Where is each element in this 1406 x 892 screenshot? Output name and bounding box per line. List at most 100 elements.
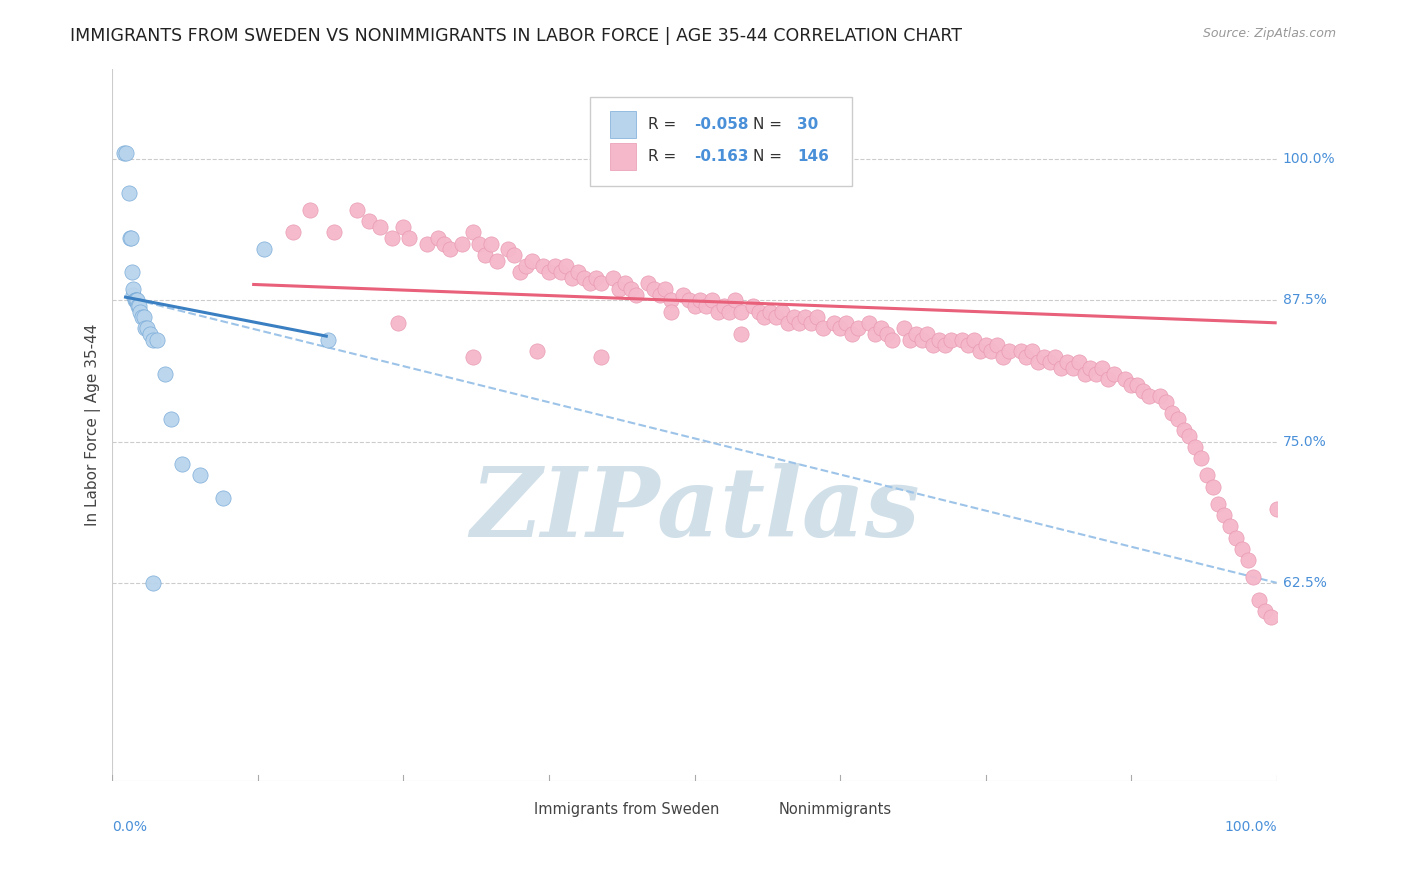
Point xyxy=(381,231,404,245)
Point xyxy=(806,310,828,325)
Point xyxy=(1080,361,1102,376)
Text: Nonimmigrants: Nonimmigrants xyxy=(779,802,891,817)
Point xyxy=(1173,423,1195,437)
Point xyxy=(1062,361,1084,376)
Point xyxy=(602,270,624,285)
Text: 87.5%: 87.5% xyxy=(1282,293,1326,307)
Point xyxy=(1091,361,1114,376)
Point xyxy=(212,491,235,505)
Point xyxy=(893,321,915,335)
FancyBboxPatch shape xyxy=(502,803,529,817)
Point xyxy=(368,219,391,234)
Point xyxy=(1021,344,1043,359)
Point xyxy=(253,243,276,257)
Point xyxy=(591,277,613,291)
Point xyxy=(1102,367,1125,381)
Point xyxy=(1085,367,1108,381)
Point xyxy=(1045,350,1067,364)
Point xyxy=(846,321,869,335)
Point xyxy=(1039,355,1062,369)
Point xyxy=(934,338,956,352)
Text: 0.0%: 0.0% xyxy=(112,820,148,834)
Point xyxy=(125,293,148,308)
Point xyxy=(127,299,149,313)
Point xyxy=(718,304,741,318)
Point xyxy=(322,226,344,240)
Point xyxy=(544,260,567,274)
Point xyxy=(1184,440,1206,454)
Point xyxy=(115,146,138,161)
Point xyxy=(776,316,799,330)
Point xyxy=(346,202,368,217)
Point xyxy=(1208,497,1230,511)
Point xyxy=(132,310,155,325)
Point xyxy=(463,226,485,240)
Point xyxy=(963,333,986,347)
Point xyxy=(142,575,165,590)
Point xyxy=(387,316,409,330)
Point xyxy=(526,344,548,359)
Point xyxy=(724,293,747,308)
Point xyxy=(188,468,211,483)
Point xyxy=(416,236,439,251)
Point xyxy=(626,287,648,301)
Point xyxy=(515,260,537,274)
Point xyxy=(1201,480,1223,494)
Point xyxy=(957,338,980,352)
Point xyxy=(800,316,823,330)
Text: N =: N = xyxy=(752,149,786,163)
Point xyxy=(125,293,148,308)
Point xyxy=(1219,519,1241,533)
Text: IMMIGRANTS FROM SWEDEN VS NONIMMIGRANTS IN LABOR FORCE | AGE 35-44 CORRELATION C: IMMIGRANTS FROM SWEDEN VS NONIMMIGRANTS … xyxy=(70,27,962,45)
Point xyxy=(928,333,950,347)
Point xyxy=(969,344,991,359)
Point xyxy=(1213,508,1236,522)
Text: R =: R = xyxy=(648,117,681,131)
Point xyxy=(858,316,880,330)
Point xyxy=(1137,389,1160,403)
Point xyxy=(1167,412,1189,426)
Point xyxy=(782,310,804,325)
Point xyxy=(730,304,752,318)
FancyBboxPatch shape xyxy=(610,143,637,169)
Text: 100.0%: 100.0% xyxy=(1225,820,1277,834)
Text: 62.5%: 62.5% xyxy=(1282,576,1326,590)
Point xyxy=(898,333,921,347)
Point xyxy=(555,260,578,274)
Point xyxy=(1121,378,1143,392)
Point xyxy=(765,310,787,325)
Point xyxy=(1067,355,1090,369)
Point xyxy=(986,338,1008,352)
FancyBboxPatch shape xyxy=(610,111,637,137)
Point xyxy=(496,243,519,257)
Point xyxy=(131,310,153,325)
Point xyxy=(1265,502,1288,516)
Text: 75.0%: 75.0% xyxy=(1282,434,1326,449)
Point xyxy=(748,304,770,318)
Point xyxy=(172,457,194,471)
Point xyxy=(991,350,1014,364)
Point xyxy=(828,321,851,335)
Point xyxy=(974,338,997,352)
Text: 100.0%: 100.0% xyxy=(1282,152,1336,166)
Point xyxy=(1241,570,1264,584)
FancyBboxPatch shape xyxy=(589,97,852,186)
Point xyxy=(128,299,150,313)
Point xyxy=(1189,451,1212,466)
Point xyxy=(904,327,927,342)
Point xyxy=(1114,372,1136,386)
Point xyxy=(1026,355,1049,369)
Point xyxy=(1260,609,1282,624)
Point xyxy=(561,270,583,285)
Point xyxy=(125,293,148,308)
Point xyxy=(129,304,152,318)
Point xyxy=(520,253,543,268)
Point xyxy=(138,327,160,342)
Point xyxy=(1056,355,1078,369)
Point xyxy=(980,344,1002,359)
Point xyxy=(1154,395,1177,409)
Point xyxy=(118,231,141,245)
Text: -0.058: -0.058 xyxy=(695,117,749,131)
Point xyxy=(811,321,834,335)
Point xyxy=(463,350,485,364)
